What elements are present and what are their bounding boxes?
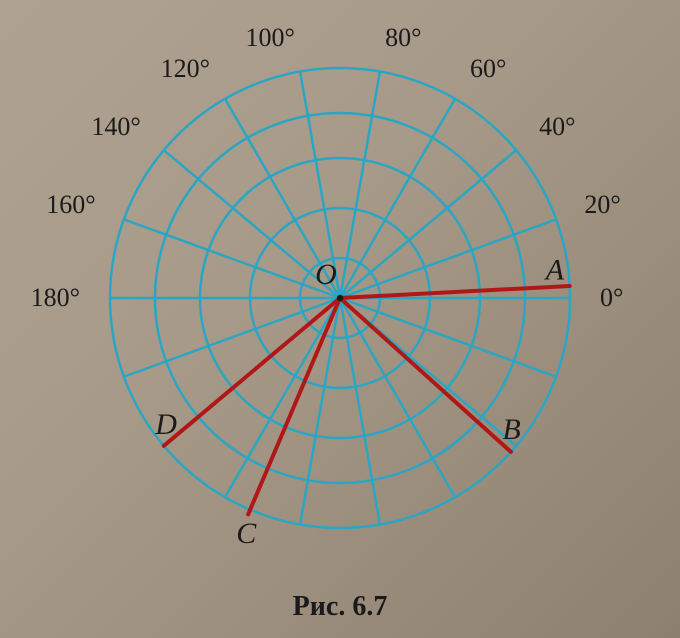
center-point	[337, 295, 343, 301]
angle-label-40: 40°	[539, 112, 575, 141]
angle-label-120: 120°	[161, 54, 210, 83]
ray-a	[340, 286, 570, 298]
angle-label-180: 180°	[31, 283, 80, 312]
polar-diagram: O 0° 20° 40° 60° 80° 100° 120° 140° 160° 180° A B C…	[0, 0, 680, 638]
angle-label-80: 80°	[385, 23, 421, 52]
angle-label-60: 60°	[470, 54, 506, 83]
angle-label-20: 20°	[584, 190, 620, 219]
figure-caption: Рис. 6.7	[293, 591, 388, 622]
ray-label-c: C	[236, 517, 257, 550]
ray-label-b: B	[502, 413, 520, 446]
ray-label-d: D	[154, 408, 177, 441]
center-label: O	[315, 258, 337, 291]
angle-label-140: 140°	[91, 112, 140, 141]
ray-label-a: A	[544, 254, 565, 287]
angle-label-160: 160°	[46, 190, 95, 219]
angle-label-0: 0°	[600, 283, 623, 312]
ray-b	[340, 298, 511, 452]
angle-label-100: 100°	[245, 23, 294, 52]
